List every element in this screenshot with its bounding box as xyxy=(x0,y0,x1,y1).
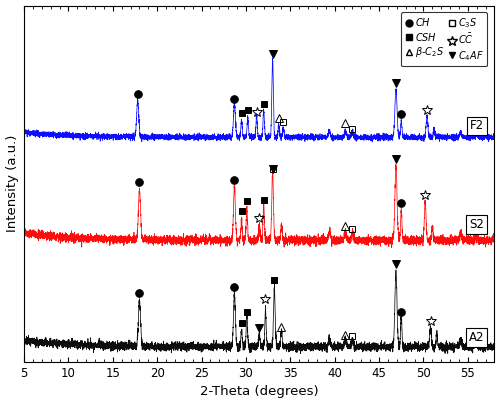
X-axis label: 2-Theta (degrees): 2-Theta (degrees) xyxy=(200,385,318,398)
Y-axis label: Intensity (a.u.): Intensity (a.u.) xyxy=(6,135,18,232)
Text: S2: S2 xyxy=(470,218,484,231)
Text: F2: F2 xyxy=(470,120,484,133)
Text: A2: A2 xyxy=(469,331,484,344)
Legend: $CH$, $CSH$, $\beta$-$C_2S$, $C_3S$, $C\bar{C}$, $C_4AF$: $CH$, $CSH$, $\beta$-$C_2S$, $C_3S$, $C\… xyxy=(401,12,487,67)
